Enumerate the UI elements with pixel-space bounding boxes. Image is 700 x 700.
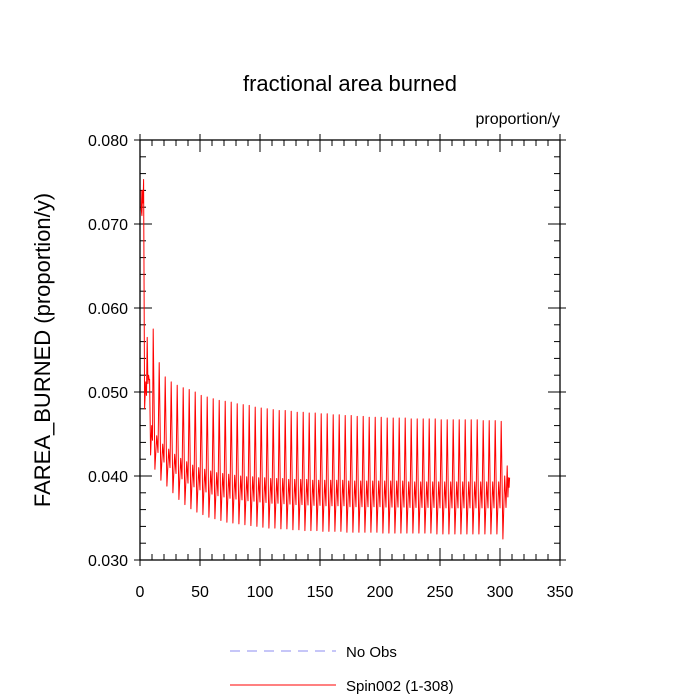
y-axis-label: FAREA_BURNED (proportion/y) <box>30 193 55 507</box>
series-line-spin002-1-308 <box>140 179 511 540</box>
plot-series <box>140 179 511 540</box>
x-tick-labels: 0 50 100 150 200 250 300 350 <box>136 584 574 601</box>
x-tick-label: 300 <box>487 584 514 601</box>
x-tick-label: 200 <box>367 584 394 601</box>
chart-title: fractional area burned <box>243 71 457 96</box>
y-tick-label: 0.040 <box>88 469 128 486</box>
y-tick-label: 0.070 <box>88 217 128 234</box>
y-tick-label: 0.050 <box>88 385 128 402</box>
legend-label-spin002: Spin002 (1-308) <box>346 678 454 695</box>
units-label: proportion/y <box>476 111 561 128</box>
y-tick-labels: 0.030 0.040 0.050 0.060 0.070 0.080 <box>88 133 128 570</box>
legend-label-no-obs: No Obs <box>346 644 397 661</box>
legend: No Obs Spin002 (1-308) <box>230 644 454 695</box>
x-tick-label: 50 <box>191 584 209 601</box>
x-tick-label: 100 <box>247 584 274 601</box>
y-tick-label: 0.030 <box>88 553 128 570</box>
y-tick-label: 0.080 <box>88 133 128 150</box>
x-tick-label: 250 <box>427 584 454 601</box>
plot-frame <box>139 139 561 561</box>
y-tick-label: 0.060 <box>88 301 128 318</box>
x-tick-label: 150 <box>307 584 334 601</box>
x-tick-label: 0 <box>136 584 145 601</box>
x-tick-label: 350 <box>547 584 574 601</box>
